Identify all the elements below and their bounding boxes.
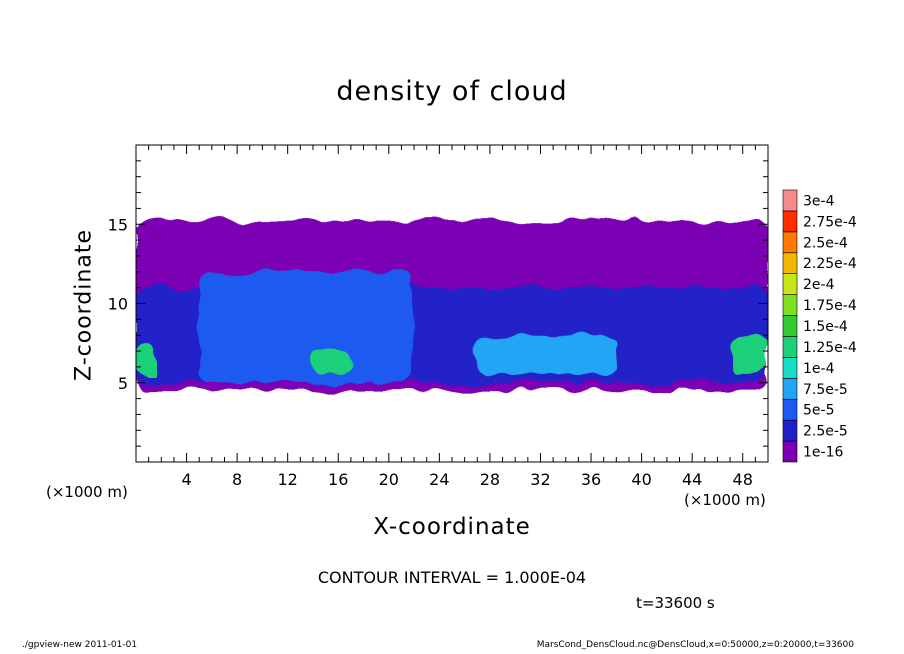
colorbar-label-1: 2.5e-5 xyxy=(803,424,848,440)
colorbar-swatch-9 xyxy=(782,252,798,274)
colorbar-label-7: 1.75e-4 xyxy=(803,298,857,314)
colorbar-label-8: 2e-4 xyxy=(803,277,835,293)
x-tick-label-24: 24 xyxy=(429,470,449,489)
colorbar-swatch-7 xyxy=(782,294,798,316)
colorbar-label-0: 1e-16 xyxy=(803,445,843,461)
colorbar-swatch-0 xyxy=(782,440,798,463)
density-region-3 xyxy=(477,335,617,375)
footer-left-text: ./gpview-new 2011-01-01 xyxy=(22,640,138,650)
x-tick-label-48: 48 xyxy=(733,470,753,489)
colorbar-label-10: 2.5e-4 xyxy=(803,235,848,251)
density-region-4 xyxy=(136,343,155,375)
colorbar-label-11: 2.75e-4 xyxy=(803,214,857,230)
colorbar-swatch-2 xyxy=(782,398,798,421)
colorbar-label-3: 7.5e-5 xyxy=(803,382,848,398)
colorbar-swatch-11 xyxy=(782,210,798,233)
x-unit-label-right: (×1000 m) xyxy=(684,491,766,509)
colorbar-swatch-8 xyxy=(782,273,798,295)
y-axis: 5 10 15 xyxy=(108,144,768,463)
y-tick-label-10: 10 xyxy=(108,295,128,314)
x-tick-label-12: 12 xyxy=(278,470,298,489)
colorbar-label-2: 5e-5 xyxy=(803,403,834,419)
x-axis: 4 8 12 16 20 24 28 32 36 40 44 48 xyxy=(135,145,769,489)
colorbar-swatch-5 xyxy=(782,336,798,358)
x-tick-label-44: 44 xyxy=(682,470,702,489)
footer-right-text: MarsCond_DensCloud.nc@DensCloud,x=0:5000… xyxy=(536,640,854,650)
x-tick-label-40: 40 xyxy=(631,470,651,489)
density-region-2 xyxy=(199,271,415,383)
contour-interval-label: CONTOUR INTERVAL = 1.000E-04 xyxy=(317,568,587,587)
x-tick-label-36: 36 xyxy=(581,470,601,489)
colorbar-swatch-6 xyxy=(782,315,798,337)
colorbar-swatch-4 xyxy=(782,357,798,379)
y-tick-label-15: 15 xyxy=(108,215,128,234)
x-tick-label-28: 28 xyxy=(480,470,500,489)
chart-title: density of cloud xyxy=(336,76,568,107)
colorbar-swatch-10 xyxy=(782,231,798,254)
colorbar-label-9: 2.25e-4 xyxy=(803,256,857,272)
x-tick-label-20: 20 xyxy=(379,470,399,489)
colorbar-swatch-3 xyxy=(782,378,798,400)
colorbar-label-12: 3e-4 xyxy=(803,193,835,209)
colorbar-swatch-1 xyxy=(782,419,798,442)
x-tick-label-8: 8 xyxy=(232,470,242,489)
cloud-density-field xyxy=(136,221,768,391)
colorbar-swatch-12 xyxy=(782,189,798,212)
density-region-6 xyxy=(730,335,768,375)
colorbar: 1e-16 2.5e-5 5e-5 7.5e-5 1e-4 1.25e-4 1.5e-4 1.… xyxy=(782,189,857,463)
x-unit-label-left: (×1000 m) xyxy=(46,483,128,501)
y-tick-label-5: 5 xyxy=(118,374,128,393)
x-tick-label-4: 4 xyxy=(181,470,191,489)
x-tick-label-32: 32 xyxy=(530,470,550,489)
colorbar-label-5: 1.25e-4 xyxy=(803,340,857,356)
x-axis-label: X-coordinate xyxy=(373,514,531,540)
density-region-5 xyxy=(312,351,351,375)
colorbar-label-6: 1.5e-4 xyxy=(803,319,848,335)
time-label: t=33600 s xyxy=(636,594,715,612)
colorbar-label-4: 1e-4 xyxy=(803,361,835,377)
x-tick-label-16: 16 xyxy=(328,470,348,489)
